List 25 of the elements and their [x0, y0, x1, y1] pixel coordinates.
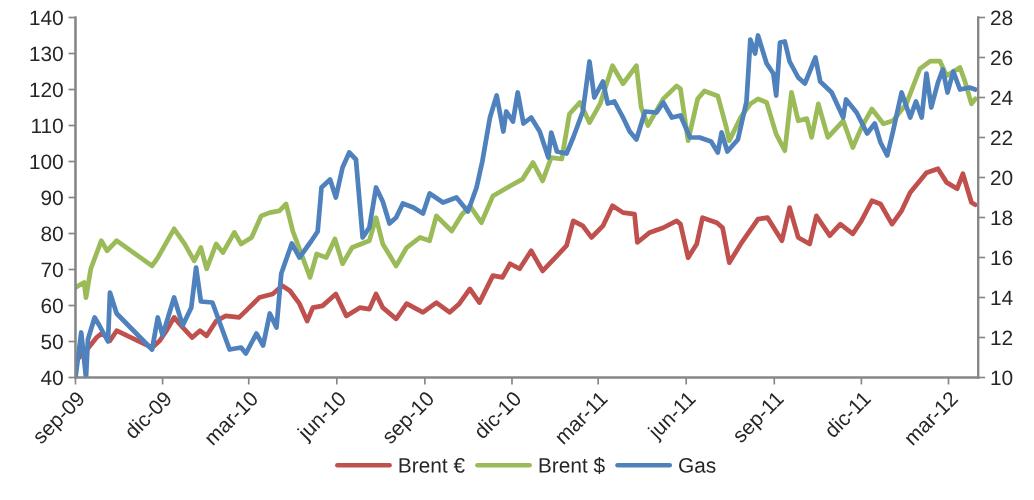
y2-tick-label: 20 [991, 170, 1013, 186]
y2-tick-label: 16 [991, 250, 1013, 266]
y-tick-label: 50 [41, 334, 63, 350]
y-tick-label: 40 [40, 370, 63, 386]
y-tick-label: 110 [32, 118, 63, 134]
y-tick-label: 130 [30, 46, 63, 62]
legend-label: Gas [679, 458, 716, 473]
y2-tick-label: 18 [991, 210, 1013, 226]
y2-tick-label: 26 [991, 50, 1013, 66]
y2-tick-label: 24 [991, 90, 1013, 106]
y-tick-label: 70 [41, 262, 63, 278]
legend-label: Brent € [399, 458, 465, 473]
y2-tick-label: 22 [991, 130, 1013, 146]
y-tick-label: 100 [30, 154, 63, 170]
y2-tick-label: 12 [991, 330, 1013, 346]
y-tick-label: 90 [41, 190, 63, 206]
y2-tick-label: 10 [991, 370, 1013, 386]
y2-tick-label: 14 [991, 290, 1013, 306]
y-tick-label: 80 [41, 226, 63, 242]
y2-tick-label: 28 [991, 10, 1013, 26]
y-tick-label: 120 [30, 82, 63, 98]
line-series [75, 58, 978, 300]
y-tick-label: 60 [41, 298, 63, 314]
legend-label: Brent $ [539, 457, 605, 474]
y-tick-label: 140 [30, 10, 63, 26]
